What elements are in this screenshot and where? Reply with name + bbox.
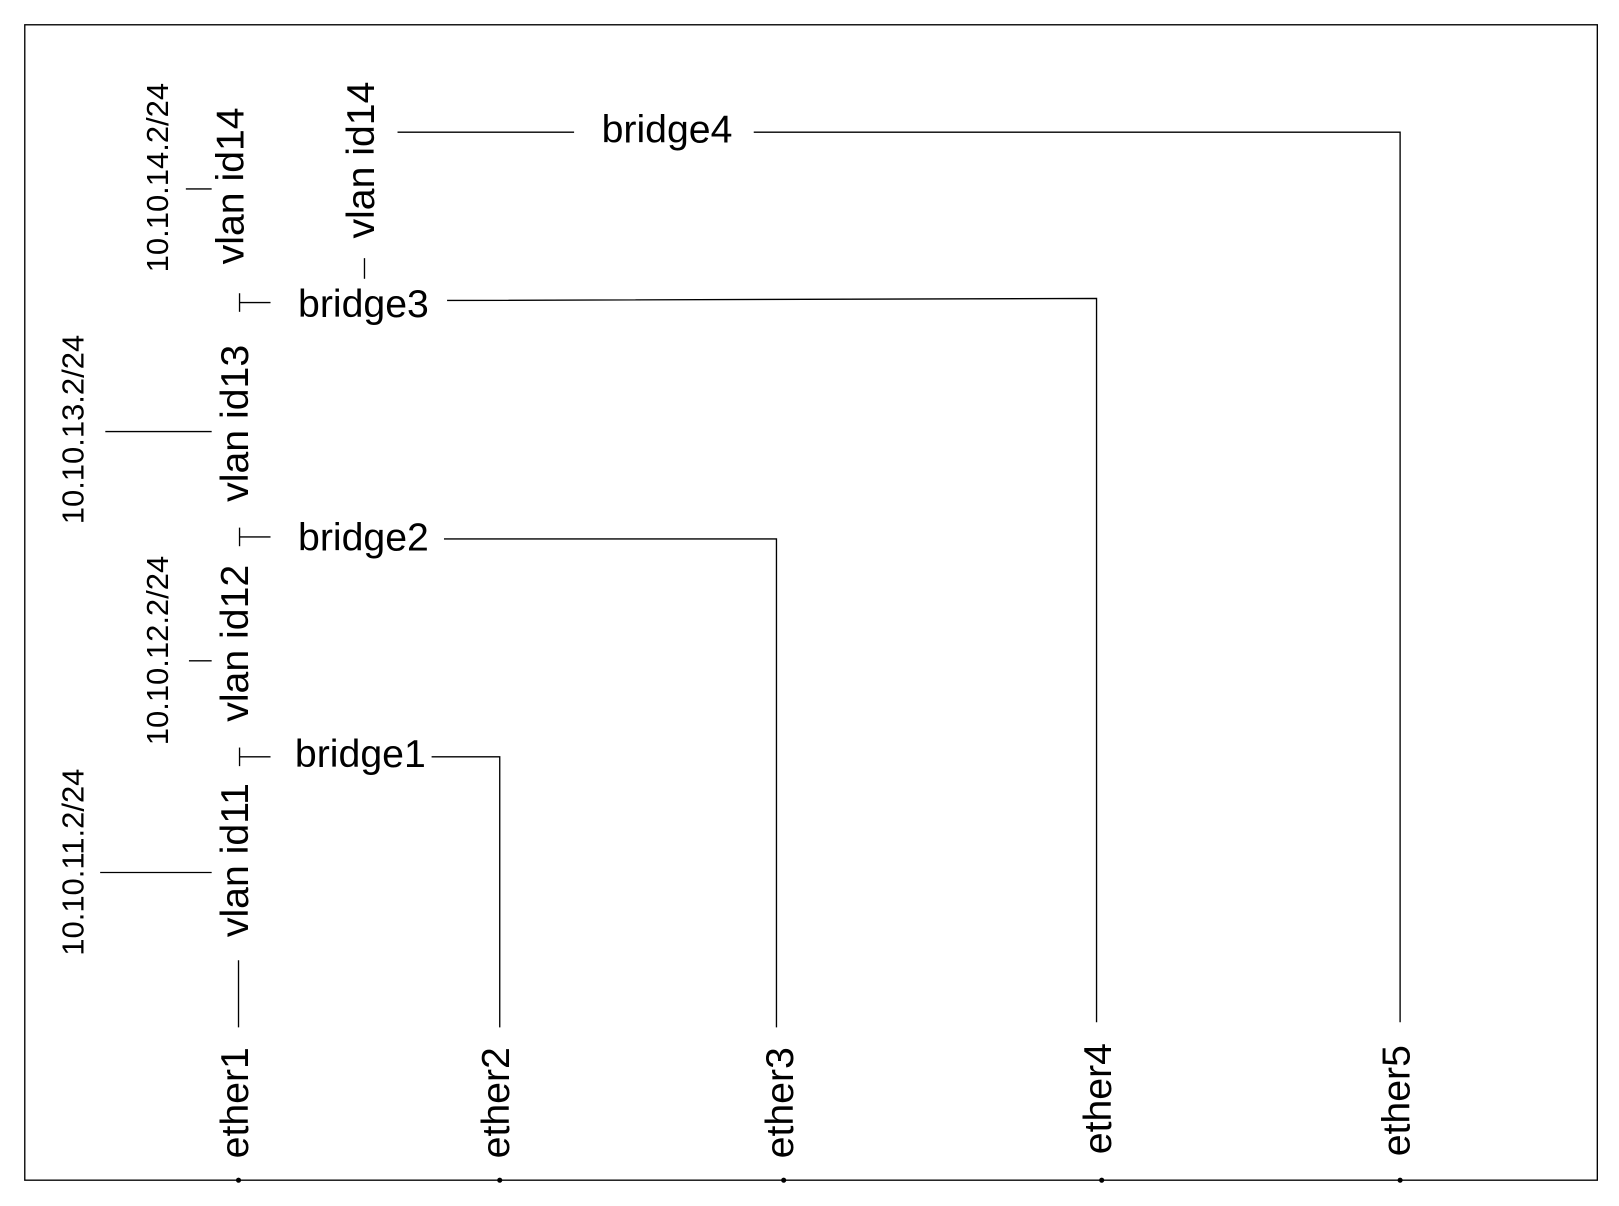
port-dot [781,1177,787,1183]
vlan-label: vlan id12 [213,565,257,722]
port-label: ether5 [1374,1045,1418,1156]
port-dot [1099,1177,1105,1183]
address-label: 10.10.11.2/24 [56,769,91,956]
link [443,538,778,1028]
address-label: 10.10.13.2/24 [56,335,91,524]
port-dot [497,1177,503,1183]
port-dot [1397,1177,1403,1183]
link [431,756,501,1028]
port-label: ether3 [758,1047,802,1158]
bridge-label: bridge4 [602,108,733,152]
link [447,297,1098,1023]
bridge-label: bridge2 [298,515,429,559]
vlan-label: vlan id14 [209,107,253,264]
vlan-label: vlan id13 [213,345,257,502]
address-label: 10.10.14.2/24 [140,83,175,272]
link [753,131,1401,1023]
vlan-label: vlan id14 [339,82,383,239]
port-label: ether4 [1076,1043,1120,1154]
address-label: 10.10.12.2/24 [140,556,175,745]
bridge-label: bridge3 [298,282,429,326]
frame [24,24,1598,1181]
bridge-label: bridge1 [295,732,426,776]
port-label: ether2 [474,1047,518,1158]
port-dot [235,1177,242,1183]
port-label: ether1 [213,1047,257,1158]
vlan-label: vlan id11 [213,783,257,937]
